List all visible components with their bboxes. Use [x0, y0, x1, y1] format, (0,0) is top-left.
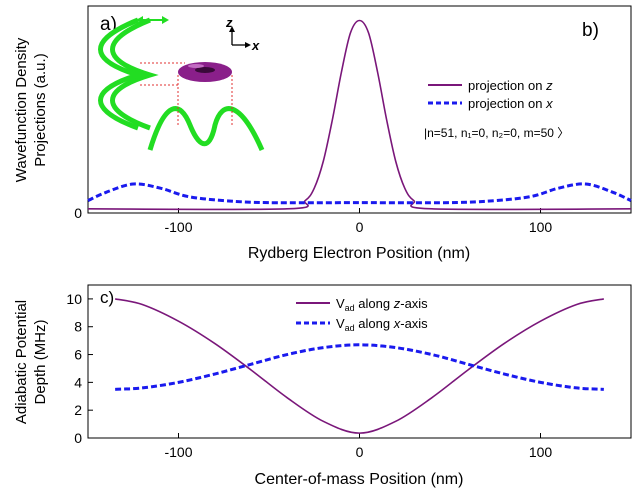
legend-label-vad-x: Vad along x-axis — [336, 316, 428, 333]
y-tick-label: 10 — [66, 291, 82, 307]
x-tick-label: -100 — [164, 444, 192, 460]
bottom-series — [114, 298, 605, 434]
y-tick-label: 0 — [74, 205, 82, 221]
green-vertical-wave-right — [98, 17, 147, 131]
bottom-panel: -100 0 100 0 2 4 6 8 10 c) Vad along z-axis Vad … — [13, 284, 632, 488]
panel-label-a: a) — [100, 14, 117, 35]
panel-label-c: c) — [100, 288, 114, 307]
axis-label-x: x — [251, 38, 260, 53]
y-tick-label: 2 — [74, 402, 82, 418]
legend-label-z: projection on z — [468, 78, 553, 93]
x-tick-label: 100 — [529, 219, 553, 235]
x-tick-label: 0 — [356, 444, 364, 460]
panel-label-b: b) — [582, 20, 599, 41]
top-y-label-line1: Wavefunction Density — [13, 37, 30, 182]
top-series — [87, 19, 632, 211]
y-tick-label: 0 — [74, 430, 82, 446]
legend-label-x: projection on x — [468, 96, 553, 111]
series-line-bottom-0 — [114, 298, 605, 434]
bottom-y-label-line1: Adiabatic Potential — [13, 300, 30, 424]
y-tick-label: 4 — [74, 374, 82, 390]
green-horizontal-wave — [147, 106, 265, 152]
x-tick-label: 100 — [529, 444, 553, 460]
top-panel: -100 0 100 0 a) b) z x — [13, 5, 632, 262]
series-line-bottom-1 — [115, 343, 604, 391]
y-tick-label: 8 — [74, 319, 82, 335]
bottom-y-label-line2: Depth (MHz) — [32, 319, 49, 404]
legend-label-vad-z: Vad along z-axis — [336, 296, 428, 313]
axis-arrow-z-head — [229, 26, 235, 32]
top-legend: projection on z projection on x |n=51, n… — [424, 78, 569, 140]
torus-wavefunction-illustration: z x — [98, 15, 265, 152]
axis-label-z: z — [225, 15, 233, 30]
guide-lines — [140, 62, 233, 125]
torus-highlight — [188, 64, 204, 68]
axis-arrow-x-head — [245, 42, 251, 48]
x-tick-label: -100 — [164, 219, 192, 235]
double-arrow-right-head — [162, 16, 169, 24]
bottom-x-label: Center-of-mass Position (nm) — [255, 471, 464, 488]
top-ticks: -100 0 100 0 — [74, 205, 552, 235]
series-line-top-0 — [87, 19, 632, 211]
y-tick-label: 6 — [74, 347, 82, 363]
bottom-ticks: -100 0 100 0 2 4 6 8 10 — [66, 291, 552, 460]
green-vertical-wave-left — [110, 17, 159, 131]
state-label: |n=51, n₁=0, n₂=0, m=50 〉 — [424, 126, 569, 140]
top-x-label: Rydberg Electron Position (nm) — [248, 245, 470, 262]
double-arrow-left-head — [136, 16, 143, 24]
x-tick-label: 0 — [356, 219, 364, 235]
top-y-label-line2: Projections (a.u.) — [32, 53, 49, 166]
bottom-legend: Vad along z-axis Vad along x-axis — [296, 296, 428, 333]
series-line-top-1 — [87, 182, 632, 205]
torus-hole — [195, 67, 215, 73]
